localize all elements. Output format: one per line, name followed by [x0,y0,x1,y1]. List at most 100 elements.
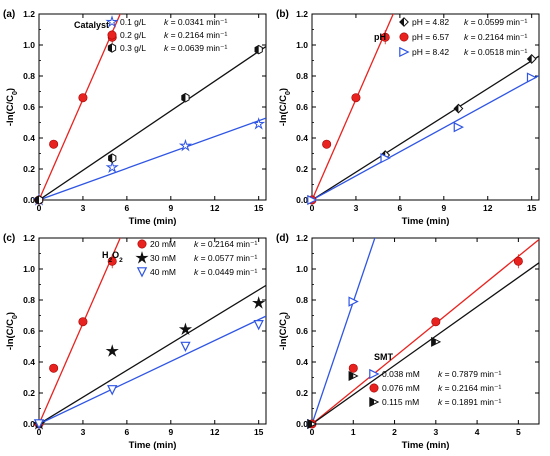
y-tick-label: 1.0 [296,40,308,50]
data-point [78,93,88,103]
legend-rate-constant: k = 0.7879 min⁻¹ [438,369,501,379]
chart-panel-b: (b) 0.0 0.2 0.4 0.6 0.8 1.0 1.2 0 3 6 9 12 15 Time (mi… [276,9,540,227]
y-tick-label: 0.6 [296,102,308,112]
y-tick-label: 1.2 [23,9,35,19]
legend-marker [369,396,380,408]
data-point [453,121,464,133]
legend-rate-constant: k = 0.0341 min⁻¹ [164,17,227,27]
y-tick-label: 0.4 [296,357,308,367]
legend-label: 0.3 g/L [120,43,146,53]
x-tick-label: 3 [433,427,438,437]
x-tick-label: 6 [125,427,130,437]
fit-line [39,315,266,424]
legend-rate-constant: k = 0.0518 min⁻¹ [464,47,527,57]
data-point [105,344,119,357]
y-tick-label: 0.0 [296,195,308,205]
data-point [107,385,118,396]
y-tick-label: 1.2 [23,233,35,243]
legend-label: 0.1 g/L [120,17,146,27]
legend-marker [105,15,119,28]
data-point [180,341,191,353]
panel-label: (a) [3,9,15,20]
y-tick-label: 0.2 [296,388,308,398]
data-point [307,418,318,430]
data-point [380,32,390,42]
data-point [108,153,117,163]
x-tick-label: 3 [81,203,86,213]
x-axis-label: Time (min) [402,216,450,227]
fit-line [39,238,121,424]
data-point [252,296,266,309]
y-tick-label: 0.6 [23,102,35,112]
x-tick-label: 12 [210,427,220,437]
legend-label: pH = 8.42 [412,47,449,57]
y-tick-label: 0.2 [296,164,308,174]
data-point [252,117,266,130]
y-tick-label: 0.4 [23,357,35,367]
data-point [431,317,441,327]
fit-line [312,262,539,424]
legend-rate-constant: k = 0.2164 min⁻¹ [164,30,227,40]
legend-label: 30 mM [150,253,176,263]
panel-label: (c) [3,233,15,244]
data-point [431,336,442,347]
legend: Catalyst 0.1 g/L k = 0.0341 min⁻¹ 0.2 g/L k … [74,15,227,53]
legend-marker [135,251,149,264]
data-point [107,256,117,266]
plot-frame [38,237,267,425]
fit-line [39,45,266,200]
fit-line [39,117,266,200]
y-tick-label: 0.0 [296,419,308,429]
x-tick-label: 12 [210,203,220,213]
data-point [513,256,523,266]
y-tick-label: 0.2 [23,388,35,398]
data-point [453,103,464,114]
y-tick-label: 0.0 [23,419,35,429]
legend-marker [136,267,148,278]
x-tick-label: 1 [351,427,356,437]
fit-line [312,74,539,200]
data-point [351,93,361,103]
plot-frame [38,13,267,201]
y-axis-label: -ln(C/C0) [5,88,19,126]
y-tick-label: 0.2 [23,164,35,174]
data-point [178,322,193,336]
legend-marker [369,368,380,380]
fit-line [312,238,376,424]
data-point [348,296,359,307]
y-tick-label: 1.0 [296,264,308,274]
y-tick-label: 0.4 [23,133,35,143]
panel-label: (b) [276,9,289,20]
legend-label: 0.038 mM [382,369,420,379]
legend-marker [399,32,409,42]
y-axis-label: -ln(C/C0) [278,88,292,126]
legend-marker [399,17,409,27]
y-tick-label: 1.0 [23,264,35,274]
data-point [33,419,45,430]
legend-rate-constant: k = 0.1891 min⁻¹ [438,397,501,407]
legend-rate-constant: k = 0.0599 min⁻¹ [464,17,527,27]
legend-label: pH = 6.57 [412,32,449,42]
data-point [253,320,264,331]
data-point [526,72,538,83]
data-point [348,363,358,373]
x-tick-label: 9 [441,203,446,213]
data-point [49,363,59,373]
panel-label: (d) [276,233,289,244]
y-tick-label: 1.2 [296,9,308,19]
y-axis-label: -ln(C/C0) [5,312,19,350]
x-axis-label: Time (min) [129,440,177,451]
chart-panel-c: (c) 0.0 0.2 0.4 0.6 0.8 1.0 1.2 0 3 6 9 12 15 Time (mi… [3,233,267,451]
x-tick-label: 12 [483,203,493,213]
y-tick-label: 0.6 [296,326,308,336]
y-tick-label: 0.8 [296,71,308,81]
y-tick-label: 0.0 [23,195,35,205]
data-point [178,138,193,152]
y-tick-label: 0.4 [296,133,308,143]
legend-label: pH = 4.82 [412,17,449,27]
data-point [181,92,190,103]
x-axis-label: Time (min) [402,440,450,451]
data-point [380,152,391,164]
x-tick-label: 9 [168,203,173,213]
